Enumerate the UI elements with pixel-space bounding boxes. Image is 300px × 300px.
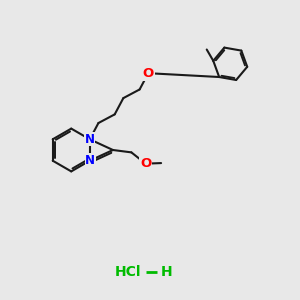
Text: O: O <box>140 157 151 170</box>
Text: O: O <box>142 67 154 80</box>
Text: N: N <box>85 133 95 146</box>
Text: HCl: HCl <box>115 265 141 279</box>
Text: N: N <box>85 154 95 167</box>
Text: H: H <box>160 265 172 279</box>
